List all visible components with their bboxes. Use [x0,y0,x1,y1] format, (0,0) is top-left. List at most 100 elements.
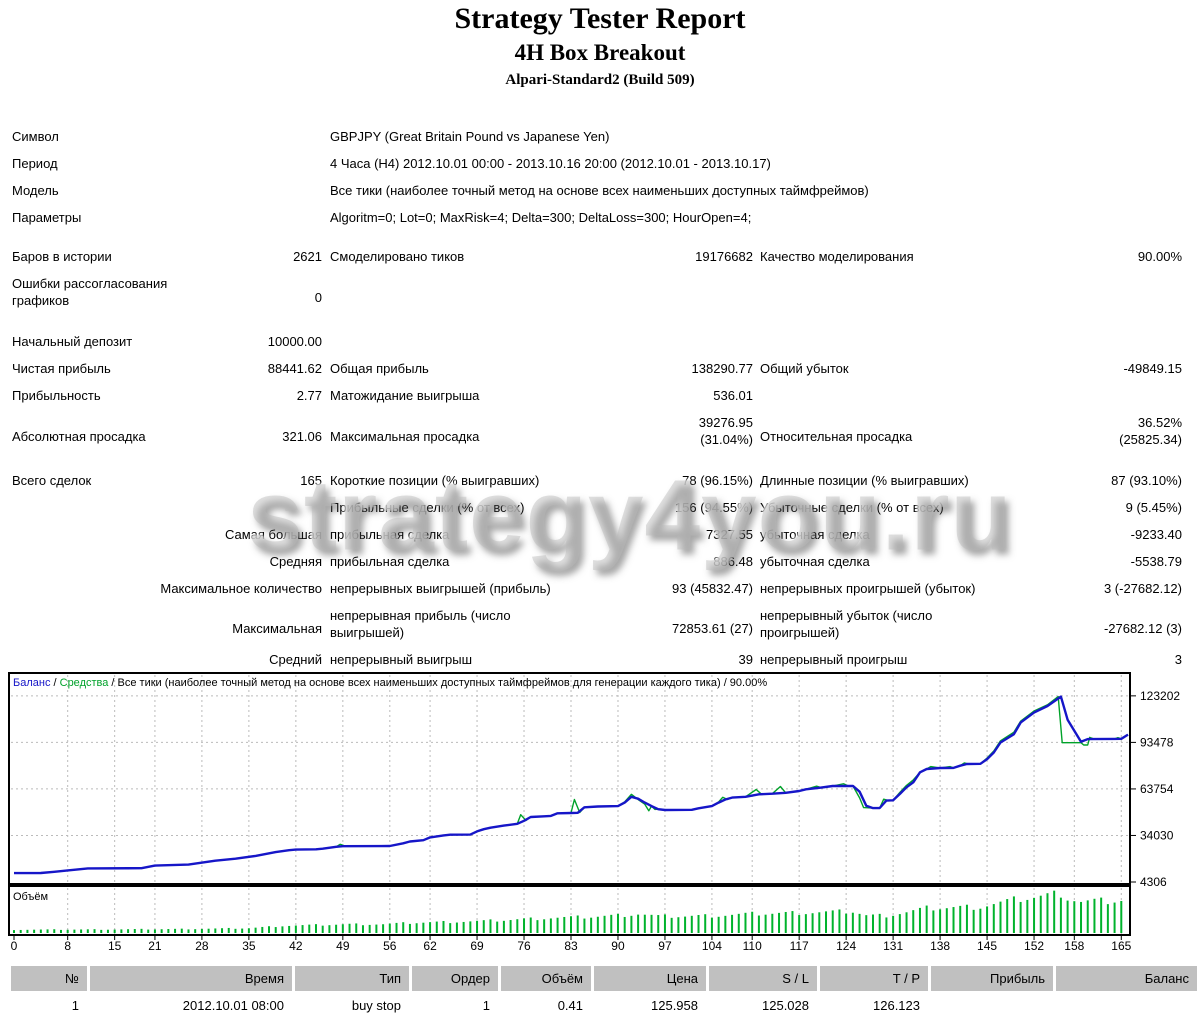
report-value: 2621 [293,249,322,264]
volume-bar [133,929,136,933]
volume-bar [180,928,183,933]
x-axis-label: 28 [195,939,209,953]
volume-pane-border [8,885,1131,936]
volume-bar [442,920,445,933]
report-label: прибыльная сделка [330,554,450,569]
report-label: непрерывный проигрыш [760,652,908,667]
volume-bar [871,914,874,933]
report-value: 7327.55 [706,527,753,542]
report-row: Модель Все тики (наиболее точный метод на… [0,181,1194,208]
report-value: Все тики (наиболее точный метод на основ… [330,183,869,198]
report-label: Чистая прибыль [12,361,111,376]
chart-legend: Баланс / Средства / Все тики (наиболее т… [13,677,767,689]
report-label: Длинные позиции (% выигравших) [760,473,969,488]
volume-bar [965,904,968,933]
volume-bar [663,914,666,933]
volume-bar [610,914,613,933]
volume-bar [898,914,901,933]
volume-bar [140,928,143,933]
report-value: 88441.62 [267,361,322,376]
x-axis-label: 97 [658,939,672,953]
report-value: 90.00% [1137,249,1182,264]
volume-bar [1093,898,1096,933]
volume-bar [462,921,465,933]
volume-bar [482,920,485,933]
report-value: -5538.79 [1130,554,1182,569]
volume-bar [13,930,15,933]
table-header-cell: Тип [295,966,409,991]
volume-bar [234,928,237,933]
volume-bar [1019,901,1022,933]
x-axis-label: 21 [148,939,162,953]
report-label: Прибыльность [12,388,101,403]
volume-bar [86,929,89,933]
legend-balance: Баланс [13,677,51,689]
volume-bar [308,924,311,933]
volume-bar [643,914,646,933]
x-axis-label: 35 [242,939,256,953]
volume-bar [301,925,304,933]
report-label: непрерывных проигрышей (убыток) [760,581,976,596]
report-value: 72853.61 (27) [672,621,753,636]
volume-bar [1120,900,1123,933]
volume-bar [939,909,942,933]
volume-bar [455,922,458,933]
volume-bar [784,911,787,933]
volume-bar [684,916,687,933]
volume-bar [771,913,774,933]
volume-bar [791,911,794,933]
volume-bar [489,919,492,933]
volume-bar [348,923,351,933]
report-header: Strategy Tester Report 4H Box Breakout A… [0,0,1200,89]
volume-bar [187,929,190,933]
report-row: Баров в истории 2621 Смоделировано тиков 19… [0,247,1194,274]
volume-bar [80,929,83,933]
volume-bar [670,917,673,933]
volume-bar [804,914,807,933]
report-value: 3 [1174,652,1182,667]
x-axis-label: 8 [64,939,71,953]
legend-separator: / [50,677,60,689]
volume-bar [200,928,203,933]
volume-bar [39,929,42,933]
volume-bar [268,926,271,933]
volume-bar [314,924,317,933]
volume-bar [382,924,385,933]
report-label: Самая большая [224,527,322,542]
volume-bar [778,912,781,933]
report-label: Баров в истории [12,249,112,264]
x-axis-label: 42 [289,939,303,953]
volume-bar [697,915,700,933]
volume-bar [254,927,257,933]
report-value: 9 (5.45%) [1125,500,1182,515]
report-value: 3 (-27682.12) [1103,581,1182,596]
report-label: Всего сделок [12,473,92,488]
volume-bar [737,913,740,933]
volume-bar [214,928,217,933]
report-value: 19176682 [695,249,753,264]
volume-bar [1100,897,1103,933]
x-axis-label: 49 [336,939,350,953]
report-summary: Символ GBPJPY (Great Britain Pound vs Jap… [0,127,1194,677]
table-cell: 2012.10.01 08:00 [182,997,284,1013]
volume-bar [563,916,566,933]
volume-bar [992,904,995,933]
x-axis-label: 69 [470,939,484,953]
table-header-cell: Цена [594,966,706,991]
volume-bar [1066,900,1069,933]
strategy-name: 4H Box Breakout [514,40,686,65]
volume-bar [120,929,123,933]
x-axis-label: 90 [611,939,625,953]
volume-bar [979,908,982,933]
volume-bar [1080,901,1083,933]
table-cell: 125.028 [762,997,809,1013]
report-value: 886.48 [713,554,753,569]
volume-bar [153,929,156,933]
volume-bar [469,921,472,933]
balance-chart: Баланс / Средства / Все тики (наиболее т… [0,670,1200,954]
x-axis-label: 56 [383,939,397,953]
volume-bar [1059,897,1062,933]
report-label: прибыльная сделка [330,527,450,542]
volume-bar [73,929,76,933]
table-cell: 0.41 [557,997,583,1013]
